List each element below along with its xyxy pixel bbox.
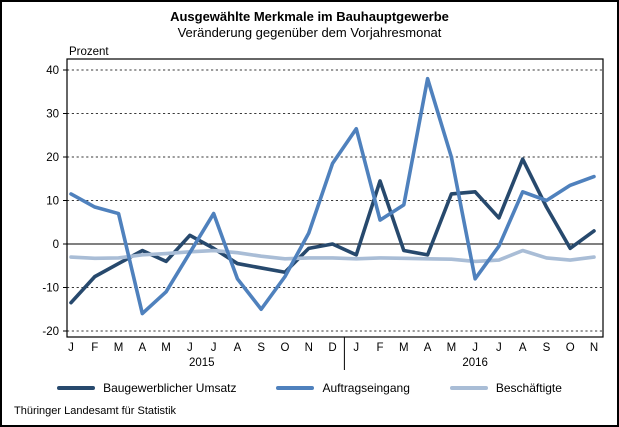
legend-swatch-umsatz-line-icon xyxy=(57,385,96,391)
year-label: 2015 xyxy=(189,357,215,369)
month-label: J xyxy=(472,342,478,354)
legend-swatch-auftragseingang-line-icon xyxy=(276,385,315,391)
legend-swatch-beschaeftigte-line-icon xyxy=(449,385,488,391)
legend-item-auftragseingang: Auftragseingang xyxy=(276,381,410,395)
month-label: J xyxy=(496,342,502,354)
month-label: A xyxy=(424,342,432,354)
y-tick-label: -20 xyxy=(42,326,59,338)
month-label: J xyxy=(353,342,359,354)
month-label: M xyxy=(399,342,409,354)
month-label: S xyxy=(543,342,551,354)
plot-border xyxy=(66,58,604,338)
month-label: O xyxy=(566,342,575,354)
month-label: O xyxy=(280,342,289,354)
y-tick-label: 20 xyxy=(46,152,59,164)
month-label: J xyxy=(68,342,74,354)
month-label: N xyxy=(305,342,313,354)
series-line-auftragseingang xyxy=(69,76,596,316)
y-tick-label: 10 xyxy=(46,196,59,208)
source-attribution: Thüringer Landesamt für Statistik xyxy=(14,405,177,417)
month-label: A xyxy=(138,342,146,354)
year-label: 2016 xyxy=(462,357,488,369)
y-axis-unit-label: Prozent xyxy=(69,46,109,58)
series-line-besch-ftigte xyxy=(69,248,596,264)
month-label: J xyxy=(211,342,217,354)
legend-label-auftragseingang: Auftragseingang xyxy=(322,381,410,395)
chart-title: Ausgewählte Merkmale im Bauhauptgewerbe xyxy=(170,9,449,24)
chart-legend: Baugewerblicher Umsatz Auftragseingang B… xyxy=(2,381,617,395)
y-tick-label: -10 xyxy=(42,283,59,295)
y-tick-label: 40 xyxy=(46,65,59,77)
series-line-baugewerblicher-umsatz xyxy=(69,157,596,305)
month-label: D xyxy=(328,342,336,354)
legend-item-umsatz: Baugewerblicher Umsatz xyxy=(57,381,236,395)
month-label: N xyxy=(590,342,598,354)
chart-subtitle: Veränderung gegenüber dem Vorjahresmonat xyxy=(177,25,442,40)
month-label: M xyxy=(447,342,457,354)
month-label: F xyxy=(91,342,98,354)
month-label: J xyxy=(187,342,193,354)
month-label: F xyxy=(377,342,384,354)
y-tick-label: 0 xyxy=(53,239,59,251)
month-label: S xyxy=(257,342,265,354)
legend-label-beschaeftigte: Beschäftigte xyxy=(495,381,562,395)
month-label: M xyxy=(161,342,171,354)
legend-label-umsatz: Baugewerblicher Umsatz xyxy=(103,381,237,395)
month-label: A xyxy=(234,342,242,354)
legend-item-beschaeftigte: Beschäftigte xyxy=(449,381,562,395)
month-label: M xyxy=(114,342,124,354)
y-tick-label: 30 xyxy=(46,109,59,121)
month-label: A xyxy=(519,342,527,354)
